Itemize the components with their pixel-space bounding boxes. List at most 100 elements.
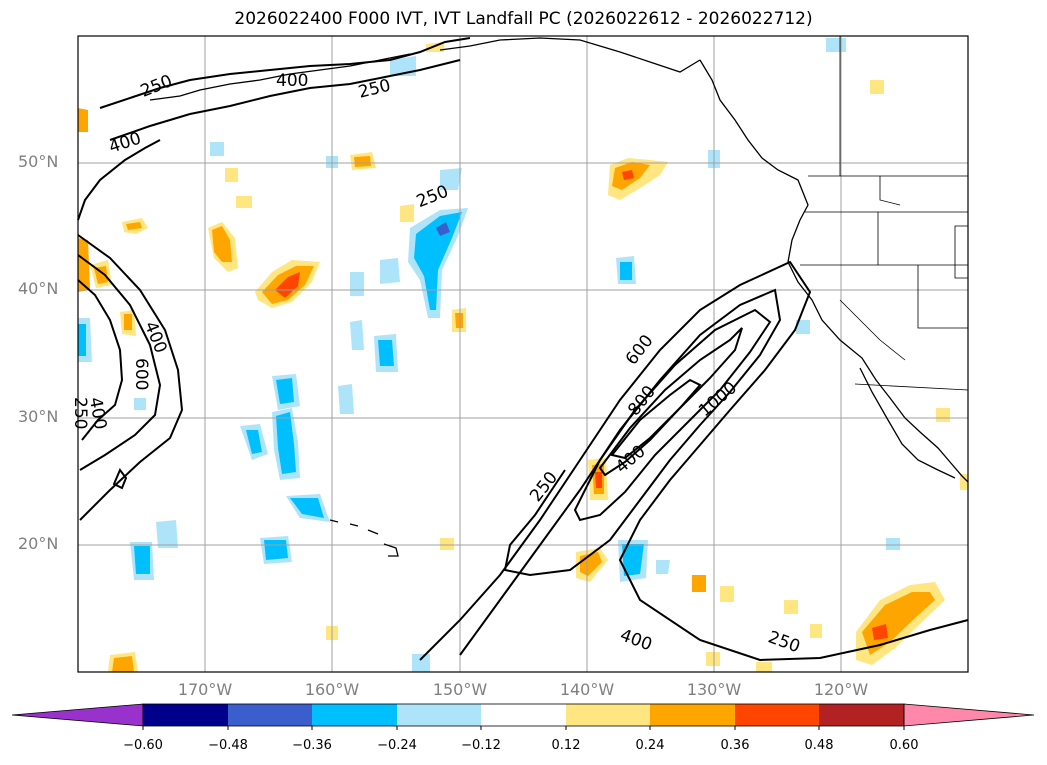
colorbar [11,703,1035,730]
positive-patch [862,592,935,655]
ivt-contours [77,37,969,662]
negative-patch [390,56,416,76]
contour-label: 250 [70,397,90,429]
negative-patch [210,142,224,156]
contour-west-outer [77,139,161,221]
colorbar-bin [566,704,650,726]
colorbar-tick-label: 0.12 [551,738,581,753]
positive-patch [78,238,90,292]
positive-patch [872,624,888,640]
positive-patch [400,204,414,222]
ivt-landfall-pc-shading [78,38,968,672]
colorbar-outline [142,703,905,727]
baja-coast [859,367,956,479]
colorbar-bin [650,704,735,726]
negative-patch [264,540,288,560]
negative-patch [826,38,846,52]
negative-patch [620,262,632,280]
colorbar-tick-label: 0.48 [804,738,834,753]
positive-patch [692,575,706,592]
positive-patch [580,552,602,576]
negative-patch [414,212,462,310]
positive-patch [225,168,238,182]
positive-patch [720,586,734,602]
contour-label-layer: 250 400 250 400 250 400 600 250 400 600 … [70,71,803,657]
contour-label: 250 [414,181,452,212]
lon-label-170w: 170°W [177,680,233,699]
north-america-coast [699,59,969,483]
colorbar-ticks [142,726,905,730]
colorbar-bin [143,704,228,726]
positive-patch [756,662,772,672]
colorbar-tick-label: 0.36 [720,738,750,753]
contour-1000-eastern [610,378,702,460]
colorbar-bin [819,704,904,726]
negative-patch [380,258,400,284]
colorbar-bin [397,704,481,726]
negative-patch [378,340,394,366]
negative-patch [290,498,324,518]
negative-patch [350,320,364,350]
contour-label: 600 [622,331,658,369]
negative-patch [436,222,450,236]
colorbar-tick-label: 0.24 [635,738,665,753]
positive-patch [622,170,634,180]
alaska-coast [439,37,701,73]
contour-400-north [109,59,461,141]
colorbar-extend-low [11,703,144,727]
contour-250-eastern [419,260,969,662]
negative-patch [350,272,364,296]
lon-label-150w: 150°W [432,680,488,699]
colorbar-tick-label: −0.60 [123,738,163,753]
negative-patch [134,546,150,574]
contour-800-eastern [598,327,743,477]
lon-label-120w: 120°W [813,680,869,699]
positive-patch [870,80,884,94]
colorbar-bin [735,704,819,726]
positive-patch [212,226,232,262]
contour-label: 1000 [695,378,741,421]
lon-label-140w: 140°W [559,680,615,699]
map-title: 2026022400 F000 IVT, IVT Landfall PC (20… [234,9,813,29]
contour-label: 600 [131,358,151,390]
negative-patch [886,538,900,550]
contour-label: 250 [765,627,802,657]
contour-small-ring [112,468,128,490]
colorbar-tick-label: 0.60 [889,738,919,753]
colorbar-tick-label: −0.48 [208,738,248,753]
contour-west-2 [77,254,162,471]
state-borders [800,36,969,391]
positive-patch [784,600,798,614]
colorbar-tick-label: −0.12 [461,738,501,753]
colorbar-tick-label: −0.24 [377,738,417,753]
negative-patch [276,378,294,404]
positive-patch [595,472,602,488]
positive-patch [112,656,134,672]
contour-label: 400 [617,625,654,655]
negative-patch [156,520,178,548]
colorbar-extend-high [903,703,1035,727]
colorbar-bin [312,704,397,726]
lat-label-50n: 50°N [18,152,59,171]
contour-label: 400 [276,71,308,91]
negative-patch [276,412,296,474]
positive-patch [936,408,950,422]
negative-patch [440,168,462,190]
positive-patch [78,108,88,132]
lat-label-40n: 40°N [18,279,59,298]
graticule [78,36,968,672]
contour-label: 250 [356,76,392,103]
negative-patch [796,320,810,334]
colorbar-tick-label: −0.36 [292,738,332,753]
negative-patch [338,384,354,414]
positive-patch [810,624,822,638]
lat-label-30n: 30°N [18,407,59,426]
positive-patch [354,156,371,167]
negative-patch [246,430,262,454]
negative-patch [622,544,644,576]
positive-patch [275,272,300,298]
lon-label-130w: 130°W [686,680,742,699]
positive-patch [706,652,720,666]
positive-patch [236,196,252,208]
positive-patch [455,313,463,328]
